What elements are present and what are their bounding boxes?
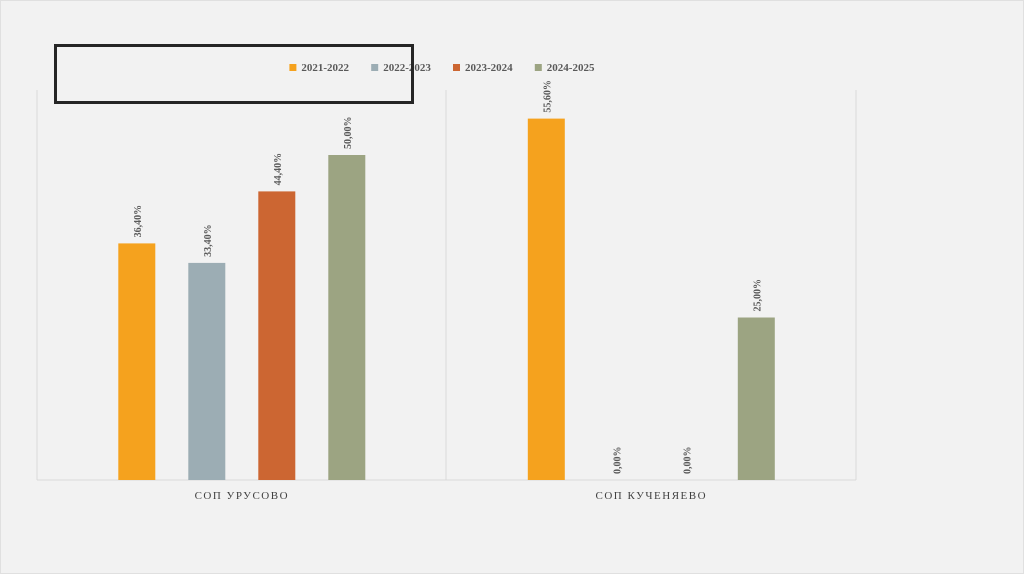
legend-label: 2021-2022 [301, 62, 349, 74]
category-labels-group: СОП УРУСОВО СОП КУЧЕНЯЕВО [195, 490, 708, 502]
legend-label: 2023-2024 [465, 62, 513, 74]
legend-swatch [371, 64, 379, 71]
data-label: 0,00% [682, 447, 693, 475]
data-label: 33,40% [203, 224, 214, 257]
annotation-box [54, 44, 414, 104]
bar-2-2021-2022 [527, 118, 565, 480]
data-label: 55,60% [542, 80, 553, 113]
value-labels-group: 36,40% 33,40% 44,40% 50,00% 55,60% 0,00% 0,00%… [133, 80, 763, 475]
legend-swatch [453, 64, 460, 71]
data-label: 50,00% [343, 117, 354, 150]
legend-swatch [289, 64, 297, 71]
data-label: 25,00% [752, 279, 763, 312]
bar-1-2023-2024 [258, 191, 296, 480]
legend-item-2021-2022: 2021-2022 [289, 62, 350, 74]
legend-swatch [534, 64, 542, 71]
legend: 2021-2022 2022-2023 2023-2024 2024-2025 [289, 62, 595, 74]
plot-frame [36, 90, 857, 481]
legend-label: 2022-2023 [383, 62, 431, 74]
bar-1-2021-2022 [118, 243, 156, 480]
bar-2-2024-2025 [737, 317, 775, 480]
category-label: СОП УРУСОВО [195, 490, 289, 502]
bars-group [118, 118, 775, 480]
legend-label: 2024-2025 [547, 62, 595, 74]
data-label: 44,40% [273, 153, 284, 186]
bar-1-2024-2025 [328, 155, 366, 480]
data-label: 36,40% [133, 205, 144, 238]
data-label: 0,00% [612, 447, 623, 475]
category-label: СОП КУЧЕНЯЕВО [596, 490, 708, 502]
legend-item-2022-2023: 2022-2023 [371, 62, 431, 74]
legend-item-2023-2024: 2023-2024 [453, 62, 513, 74]
legend-item-2024-2025: 2024-2025 [534, 62, 595, 74]
bar-1-2022-2023 [188, 262, 226, 480]
